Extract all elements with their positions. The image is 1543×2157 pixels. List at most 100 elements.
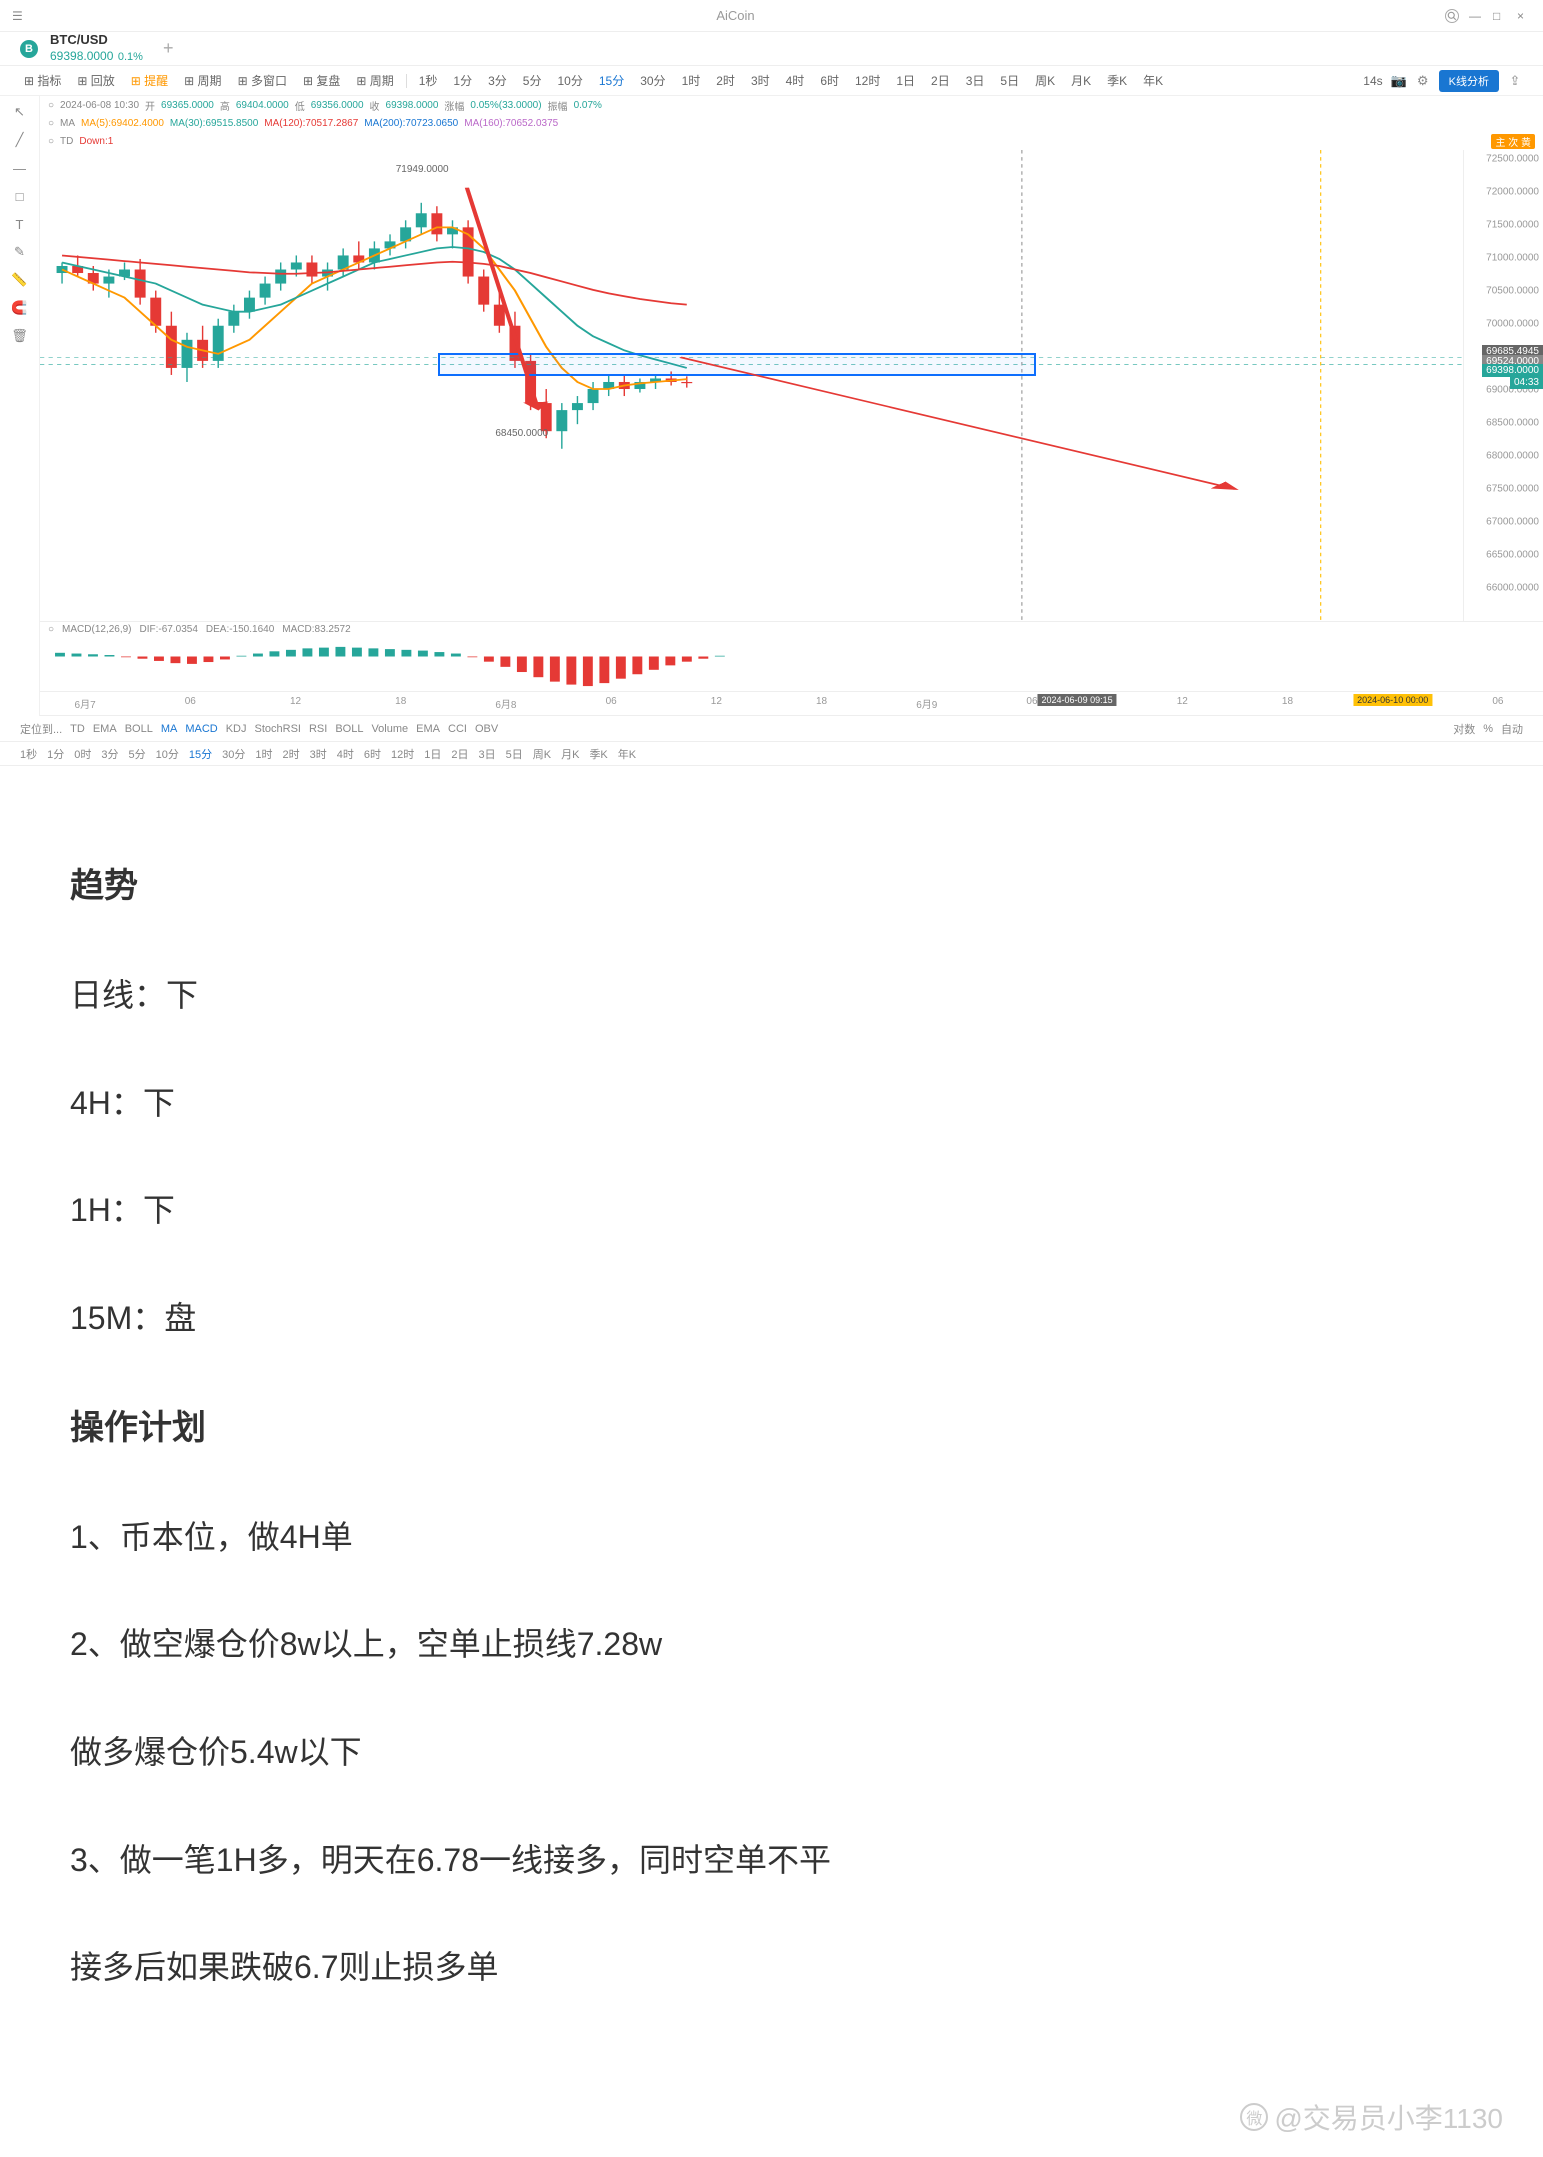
tf-bottom-5日[interactable]: 5日 — [506, 746, 523, 762]
tf-bottom-3日[interactable]: 3日 — [479, 746, 496, 762]
macd-panel[interactable]: ○ MACD(12,26,9) DIF:-67.0354 DEA:-150.16… — [40, 622, 1543, 692]
ind-right-对数[interactable]: 对数 — [1453, 721, 1475, 737]
eye-icon[interactable]: ○ — [48, 136, 54, 147]
indicator-KDJ[interactable]: KDJ — [226, 723, 247, 735]
tf-bottom-12时[interactable]: 12时 — [391, 746, 414, 762]
tf-3日[interactable]: 3日 — [962, 70, 989, 91]
toolbar-item-多窗口[interactable]: ⊞ 多窗口 — [234, 70, 291, 91]
menu-icon[interactable]: ☰ — [12, 9, 26, 23]
price-chart[interactable]: 71949.0000 68450.0000 72500.000072000.00… — [40, 150, 1543, 622]
tf-1时[interactable]: 1时 — [678, 70, 705, 91]
tf-月K[interactable]: 月K — [1067, 70, 1095, 91]
indicator-EMA[interactable]: EMA — [93, 723, 117, 735]
tf-bottom-30分[interactable]: 30分 — [222, 746, 245, 762]
search-icon[interactable] — [1445, 9, 1459, 23]
tf-bottom-1分[interactable]: 1分 — [47, 746, 64, 762]
indicator-BOLL[interactable]: BOLL — [125, 723, 153, 735]
y-tick: 71500.0000 — [1486, 220, 1539, 231]
y-tick: 66500.0000 — [1486, 550, 1539, 561]
hline-icon[interactable]: — — [12, 160, 28, 176]
camera-icon[interactable]: 📷 — [1391, 73, 1407, 89]
toolbar-item-指标[interactable]: ⊞ 指标 — [20, 70, 65, 91]
toolbar-item-周期[interactable]: ⊞ 周期 — [180, 70, 225, 91]
tf-季K[interactable]: 季K — [1103, 70, 1131, 91]
ind-right-%[interactable]: % — [1483, 723, 1493, 735]
indicator-TD[interactable]: TD — [70, 723, 85, 735]
y-tick: 67500.0000 — [1486, 484, 1539, 495]
tf-3分[interactable]: 3分 — [484, 70, 511, 91]
indicator-BOLL[interactable]: BOLL — [335, 723, 363, 735]
ruler-icon[interactable]: 📏 — [12, 272, 28, 288]
eye-icon[interactable]: ○ — [48, 118, 54, 129]
brush-icon[interactable]: ✎ — [12, 244, 28, 260]
tf-2时[interactable]: 2时 — [712, 70, 739, 91]
toolbar-item-复盘[interactable]: ⊞ 复盘 — [299, 70, 344, 91]
tf-1分[interactable]: 1分 — [449, 70, 476, 91]
tf-bottom-15分[interactable]: 15分 — [189, 746, 212, 762]
indicator-MA[interactable]: MA — [161, 723, 178, 735]
tf-bottom-10分[interactable]: 10分 — [156, 746, 179, 762]
trash-icon[interactable]: 🗑 — [12, 328, 28, 344]
tf-bottom-季K[interactable]: 季K — [589, 746, 607, 762]
line-icon[interactable]: ╱ — [12, 132, 28, 148]
tf-3时[interactable]: 3时 — [747, 70, 774, 91]
ind-right-自动[interactable]: 自动 — [1501, 721, 1523, 737]
tf-bottom-6时[interactable]: 6时 — [364, 746, 381, 762]
magnet-icon[interactable]: 🧲 — [12, 300, 28, 316]
tf-bottom-2时[interactable]: 2时 — [283, 746, 300, 762]
analyze-button[interactable]: K线分析 — [1439, 70, 1499, 92]
tf-年K[interactable]: 年K — [1139, 70, 1167, 91]
eye-icon[interactable]: ○ — [48, 100, 54, 111]
tf-bottom-0时[interactable]: 0时 — [74, 746, 91, 762]
tf-bottom-周K[interactable]: 周K — [533, 746, 551, 762]
zdf-badge: 主 次 黄 — [1491, 134, 1535, 149]
close-icon[interactable]: × — [1517, 9, 1531, 23]
tf-bottom-1日[interactable]: 1日 — [424, 746, 441, 762]
eye-icon[interactable]: ○ — [48, 624, 54, 635]
tf-6时[interactable]: 6时 — [816, 70, 843, 91]
toolbar-item-回放[interactable]: ⊞ 回放 — [73, 70, 118, 91]
minimize-icon[interactable]: — — [1469, 9, 1483, 23]
tf-bottom-1秒[interactable]: 1秒 — [20, 746, 37, 762]
text-icon[interactable]: T — [12, 216, 28, 232]
tf-bottom-2日[interactable]: 2日 — [451, 746, 468, 762]
tf-周K[interactable]: 周K — [1031, 70, 1059, 91]
tf-1秒[interactable]: 1秒 — [415, 70, 442, 91]
tf-5日[interactable]: 5日 — [996, 70, 1023, 91]
share-icon[interactable]: ⇪ — [1507, 73, 1523, 89]
tf-bottom-年K[interactable]: 年K — [618, 746, 636, 762]
tf-bottom-5分[interactable]: 5分 — [129, 746, 146, 762]
indicator-OBV[interactable]: OBV — [475, 723, 498, 735]
indicator-Volume[interactable]: Volume — [371, 723, 408, 735]
tf-2日[interactable]: 2日 — [927, 70, 954, 91]
settings-icon[interactable]: ⚙ — [1415, 73, 1431, 89]
tf-bottom-4时[interactable]: 4时 — [337, 746, 354, 762]
candles-area[interactable]: 71949.0000 68450.0000 — [40, 150, 1463, 621]
indicator-StochRSI[interactable]: StochRSI — [255, 723, 301, 735]
tf-bottom-3时[interactable]: 3时 — [310, 746, 327, 762]
maximize-icon[interactable]: □ — [1493, 9, 1507, 23]
tf-30分[interactable]: 30分 — [636, 70, 669, 91]
tf-5分[interactable]: 5分 — [519, 70, 546, 91]
chart-main[interactable]: ○ 2024-06-08 10:30 开69365.0000 高69404.00… — [40, 96, 1543, 716]
indicator-MACD[interactable]: MACD — [185, 723, 217, 735]
symbol-name[interactable]: BTC/USD — [50, 32, 143, 47]
shape-icon[interactable]: □ — [12, 188, 28, 204]
indicator-CCI[interactable]: CCI — [448, 723, 467, 735]
trend-line: 15M：盘 — [70, 1290, 1473, 1348]
add-tab-button[interactable]: + — [155, 38, 182, 59]
toolbar-item-周期[interactable]: ⊞ 周期 — [352, 70, 397, 91]
indicator-RSI[interactable]: RSI — [309, 723, 327, 735]
tf-12时[interactable]: 12时 — [851, 70, 884, 91]
tf-bottom-月K[interactable]: 月K — [561, 746, 579, 762]
cursor-icon[interactable]: ↖ — [12, 104, 28, 120]
tf-bottom-1时[interactable]: 1时 — [255, 746, 272, 762]
locate-label[interactable]: 定位到... — [20, 721, 62, 737]
indicator-EMA[interactable]: EMA — [416, 723, 440, 735]
tf-1日[interactable]: 1日 — [892, 70, 919, 91]
tf-15分[interactable]: 15分 — [595, 70, 628, 91]
tf-bottom-3分[interactable]: 3分 — [101, 746, 118, 762]
tf-4时[interactable]: 4时 — [782, 70, 809, 91]
tf-10分[interactable]: 10分 — [553, 70, 586, 91]
toolbar-item-提醒[interactable]: ⊞ 提醒 — [127, 70, 172, 91]
